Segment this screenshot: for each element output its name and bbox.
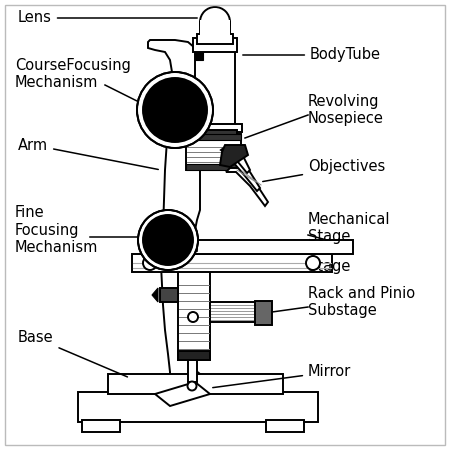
Bar — [193, 38, 237, 52]
Bar — [82, 420, 120, 432]
Circle shape — [306, 256, 320, 270]
Text: Mechanical
Stage: Mechanical Stage — [308, 212, 391, 244]
Polygon shape — [221, 147, 250, 173]
Bar — [178, 351, 210, 360]
Text: CourseFocusing
Mechanism: CourseFocusing Mechanism — [15, 58, 131, 90]
Bar — [197, 34, 233, 44]
Circle shape — [143, 78, 207, 142]
Bar — [266, 420, 304, 432]
Circle shape — [143, 215, 193, 265]
Bar — [210, 302, 270, 322]
Bar — [188, 124, 242, 132]
Bar — [186, 134, 241, 140]
Text: Mirror: Mirror — [213, 364, 351, 387]
Text: Stage: Stage — [308, 260, 351, 274]
Text: Fine
Focusing
Mechanism: Fine Focusing Mechanism — [15, 205, 99, 255]
Polygon shape — [224, 158, 260, 191]
Polygon shape — [220, 145, 248, 167]
Circle shape — [200, 7, 230, 37]
Bar — [178, 270, 210, 360]
Circle shape — [137, 72, 213, 148]
Bar — [192, 247, 197, 251]
Bar — [195, 52, 203, 60]
Bar — [160, 288, 178, 302]
Bar — [108, 374, 283, 394]
Polygon shape — [152, 288, 158, 302]
Bar — [255, 301, 272, 325]
Text: Lens: Lens — [18, 10, 197, 26]
Circle shape — [188, 312, 198, 322]
Text: Objectives: Objectives — [263, 159, 385, 181]
Polygon shape — [108, 40, 210, 394]
Bar — [186, 164, 241, 170]
Bar — [195, 50, 235, 130]
Bar — [186, 134, 241, 170]
Polygon shape — [226, 168, 268, 206]
Bar — [193, 130, 237, 136]
Bar — [188, 360, 197, 382]
Bar — [192, 240, 197, 244]
Text: Revolving
Nosepiece: Revolving Nosepiece — [308, 94, 384, 126]
Bar — [200, 22, 230, 40]
Circle shape — [138, 210, 198, 270]
Bar — [200, 20, 230, 40]
Bar — [148, 240, 353, 254]
Text: Rack and Pinio
Substage: Rack and Pinio Substage — [308, 286, 415, 318]
Polygon shape — [155, 382, 210, 406]
Text: Arm: Arm — [18, 138, 158, 170]
Bar — [78, 392, 318, 422]
Bar — [132, 254, 332, 272]
Circle shape — [188, 382, 197, 391]
Text: Base: Base — [18, 330, 127, 377]
Text: BodyTube: BodyTube — [243, 48, 381, 63]
Circle shape — [143, 256, 157, 270]
